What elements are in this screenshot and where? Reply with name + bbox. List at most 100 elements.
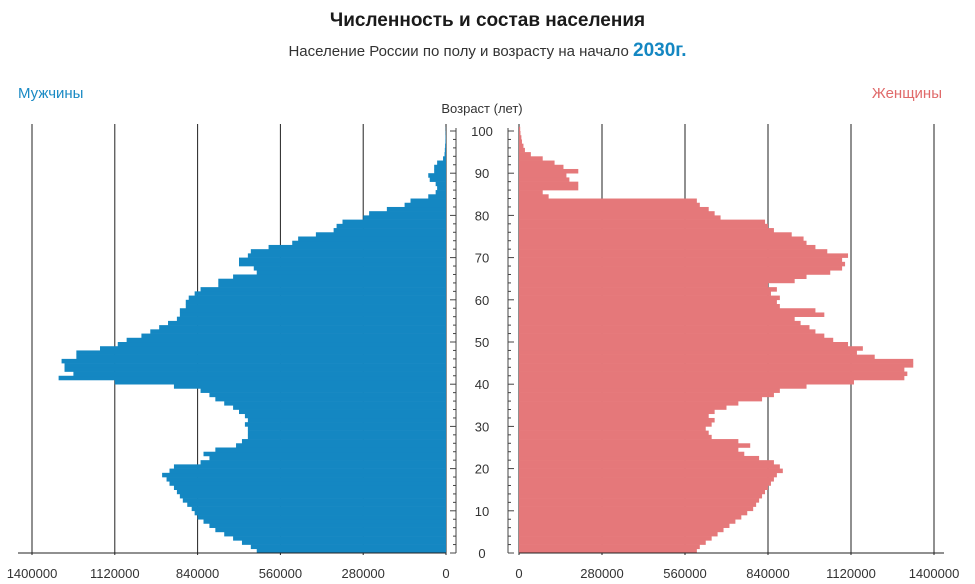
bar-female (519, 152, 531, 157)
bar-male (150, 329, 447, 334)
bar-female (519, 160, 555, 166)
bar-female (519, 333, 825, 339)
bar-female (519, 346, 863, 351)
subtitle-year: 2030г. (633, 40, 687, 61)
bar-female (519, 274, 807, 279)
bar-male (434, 164, 446, 170)
bar-female (519, 257, 843, 263)
bar-male (76, 354, 446, 360)
bar-female (519, 295, 780, 301)
bar-male (435, 190, 446, 195)
bar-female (519, 392, 774, 398)
age-tick-label: 30 (475, 419, 489, 434)
bar-male (253, 266, 446, 271)
bar-female (519, 434, 712, 440)
bar-female (519, 173, 567, 178)
bar-female (519, 384, 807, 389)
bar-female (519, 168, 579, 174)
bar-male (200, 388, 446, 393)
x-tick-label-right: 0 (515, 566, 522, 581)
bar-female (519, 519, 736, 524)
bar-female (519, 451, 745, 457)
bar-male (239, 257, 446, 263)
age-tick-label: 40 (475, 377, 489, 392)
bar-male (58, 375, 446, 381)
bar-female (519, 455, 760, 461)
bar-female (519, 190, 543, 195)
bar-female (519, 164, 564, 170)
bar-female (519, 523, 730, 528)
bar-female (519, 198, 697, 204)
bar-male (162, 472, 446, 478)
bar-female (519, 405, 727, 410)
bar-male (64, 363, 447, 368)
bar-female (519, 493, 763, 499)
bar-male (173, 384, 446, 389)
bar-female (519, 299, 777, 305)
bar-male (126, 337, 446, 343)
bar-male (179, 493, 446, 499)
age-tick-label: 70 (475, 251, 489, 266)
bar-male (166, 477, 447, 482)
bar-female (519, 485, 768, 490)
bar-male (176, 489, 446, 495)
bar-female (519, 477, 774, 482)
bar-male (333, 228, 446, 233)
bar-female (519, 261, 846, 267)
bar-male (239, 261, 446, 267)
bar-male (404, 202, 446, 208)
bar-female (519, 278, 795, 284)
bar-male (434, 168, 446, 174)
age-tick-label: 20 (475, 462, 489, 477)
bar-female (519, 439, 739, 444)
bar-female (519, 515, 742, 520)
bar-female (519, 185, 579, 191)
bar-male (363, 215, 446, 220)
bar-female (519, 244, 816, 250)
bar-male (64, 367, 447, 372)
bar-female (519, 540, 706, 545)
bar-female (519, 502, 757, 507)
x-tick-label-right: 560000 (663, 566, 706, 581)
bar-female (519, 202, 700, 208)
bar-male (315, 232, 446, 237)
bar-male (179, 312, 446, 317)
x-tick-label-right: 840000 (746, 566, 789, 581)
bar-female (519, 219, 766, 225)
bar-male (445, 139, 446, 144)
bar-female (519, 489, 766, 495)
bar-female (519, 510, 748, 516)
bar-male (443, 156, 446, 161)
bar-male (203, 451, 446, 457)
bar-female (519, 206, 709, 212)
bar-male (187, 502, 446, 507)
bar-male (182, 498, 447, 503)
bar-male (215, 527, 446, 533)
bar-male (444, 152, 446, 157)
bar-male (173, 485, 446, 490)
x-tick-label-right: 1400000 (909, 566, 960, 581)
x-tick-label-left: 840000 (176, 566, 219, 581)
bar-male (247, 253, 446, 258)
bar-male (200, 460, 446, 465)
bar-female (519, 308, 816, 313)
bar-male (292, 240, 446, 246)
bar-male (437, 185, 446, 191)
bar-male (209, 455, 446, 461)
bar-female (519, 236, 804, 242)
bar-female (519, 531, 718, 537)
x-tick-label-right: 280000 (580, 566, 623, 581)
bar-male (209, 392, 446, 398)
bar-male (437, 160, 446, 166)
bar-male (185, 299, 446, 305)
bar-female (519, 253, 849, 258)
bar-male (236, 443, 446, 448)
bar-male (169, 468, 446, 474)
bar-male (159, 325, 446, 330)
bar-female (519, 135, 522, 140)
bar-female (519, 249, 828, 254)
bar-male (179, 308, 446, 313)
bar-female (519, 422, 712, 427)
x-tick-label-left: 1400000 (7, 566, 58, 581)
bar-male (268, 244, 446, 250)
